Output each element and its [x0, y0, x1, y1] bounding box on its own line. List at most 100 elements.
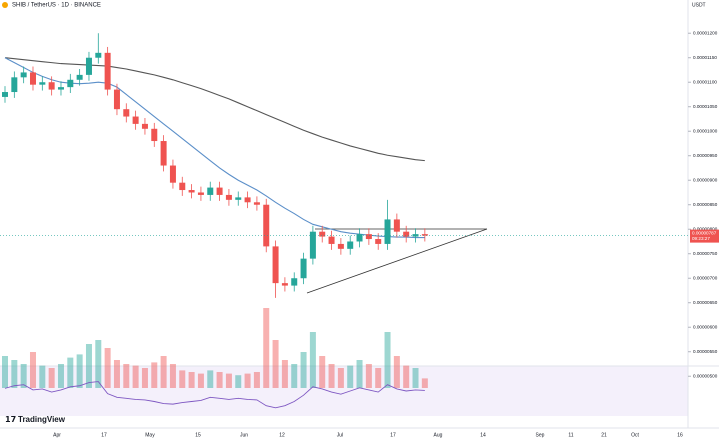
candle-body — [309, 231, 316, 259]
y-tick-label: 0.00001200 — [693, 30, 718, 35]
candle-body — [188, 190, 195, 193]
volume-bar — [337, 368, 344, 388]
moving-average — [4, 57, 425, 162]
volume-bar — [328, 364, 335, 388]
candle-body — [85, 57, 92, 75]
triangle-lower — [306, 228, 488, 294]
volume-bar — [216, 372, 223, 388]
volume-bar — [207, 370, 214, 388]
candle-body — [123, 109, 130, 117]
y-tick-label: 0.00000650 — [693, 300, 718, 305]
candle-body — [132, 116, 139, 124]
candle-body — [244, 197, 251, 203]
volume-bar — [48, 368, 55, 388]
volume-bar — [356, 360, 363, 388]
y-tick-label: 0.00000700 — [693, 275, 718, 280]
candle-body — [160, 141, 167, 166]
volume-bar — [169, 364, 176, 388]
candle-body — [225, 194, 232, 200]
candle-body — [337, 243, 344, 249]
volume-bar — [235, 375, 242, 388]
candle-body — [281, 283, 288, 286]
volume-bar — [365, 364, 372, 388]
candle-body — [393, 219, 400, 232]
volume-bar — [188, 372, 195, 388]
candle-body — [207, 187, 214, 195]
volume-bar — [160, 356, 167, 388]
y-tick-label: 0.00000800 — [693, 226, 718, 231]
volume-bar — [393, 356, 400, 388]
y-tick-label: 0.00001050 — [693, 104, 718, 109]
volume-bar — [281, 360, 288, 388]
volume-bar — [95, 340, 102, 388]
candle-body — [412, 234, 419, 237]
x-tick-label: 15 — [195, 432, 201, 438]
x-tick-label: Sep — [536, 432, 545, 438]
volume-bar — [123, 364, 130, 388]
candle-body — [319, 231, 326, 237]
candle-body — [141, 123, 148, 129]
y-tick-label: 0.00000900 — [693, 177, 718, 182]
currency: USDT — [692, 2, 706, 8]
volume-bar — [197, 373, 204, 388]
candle-body — [2, 92, 8, 97]
last-price-box — [690, 229, 719, 243]
candle-body — [375, 239, 382, 244]
y-tick-label: 0.00000600 — [693, 324, 718, 329]
volume-bar — [403, 365, 410, 388]
volume-bar — [2, 356, 8, 388]
candle-body — [48, 82, 55, 90]
volume-bar — [39, 365, 46, 388]
volume-bar — [412, 368, 419, 388]
candle-body — [20, 72, 27, 78]
candle-body — [76, 74, 83, 80]
candle-body — [179, 182, 186, 191]
x-tick-label: Jul — [337, 432, 343, 438]
rsi-line — [4, 381, 425, 409]
volume-bar — [11, 360, 18, 388]
volume-bar — [179, 370, 186, 388]
candle-body — [104, 52, 111, 90]
candle-body — [253, 202, 260, 205]
volume-bar — [347, 365, 354, 388]
x-tick-label: Apr — [53, 432, 61, 438]
volume-bar — [20, 364, 27, 388]
candle-body — [291, 278, 298, 286]
brand: TradingView — [18, 415, 66, 424]
volume-bar — [85, 344, 92, 388]
y-tick-label: 0.00000950 — [693, 153, 718, 158]
candle-body — [356, 234, 363, 242]
x-tick-label: 17 — [390, 432, 396, 438]
volume-bar — [225, 373, 232, 388]
volume-bar — [272, 340, 279, 388]
x-tick-label: 12 — [279, 432, 285, 438]
volume-bar — [151, 362, 158, 388]
volume-bar — [67, 357, 74, 388]
volume-bar — [375, 368, 382, 388]
candle-body — [169, 165, 176, 183]
candle-body — [216, 187, 223, 195]
candle-body — [113, 89, 120, 110]
volume-bar — [263, 308, 270, 388]
volume-bar — [309, 332, 316, 388]
candle-body — [421, 234, 428, 236]
candle-body — [403, 231, 410, 237]
x-tick-label: 16 — [677, 432, 683, 438]
candle-body — [328, 236, 335, 244]
volume-bar — [141, 368, 148, 388]
x-tick-label: Oct — [631, 432, 639, 438]
x-tick-label: 11 — [568, 432, 573, 438]
rsi-pane — [0, 366, 688, 416]
candle-body — [151, 128, 158, 142]
candle-body — [67, 79, 74, 88]
moving-average — [4, 57, 425, 239]
candle-body — [272, 246, 279, 284]
volume-bar — [253, 372, 260, 388]
x-tick-label: May — [145, 432, 155, 438]
volume-bar — [104, 348, 111, 388]
x-tick-label: 21 — [601, 432, 607, 438]
y-tick-label: 0.00001150 — [693, 55, 717, 60]
candle-body — [300, 258, 307, 279]
y-tick-label: 0.00001000 — [693, 128, 718, 133]
